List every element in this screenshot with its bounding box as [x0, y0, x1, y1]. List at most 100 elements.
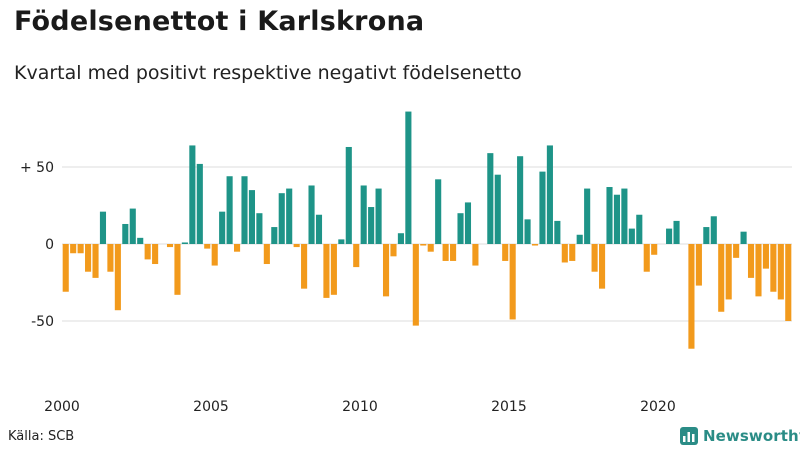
- x-tick-label-4: 2020: [640, 399, 676, 415]
- bar-52: [450, 244, 457, 261]
- bar-0: [62, 244, 69, 292]
- bar-90: [733, 244, 740, 258]
- brand-logo: Newsworthy: [680, 425, 800, 447]
- bar-77: [636, 214, 643, 244]
- bar-36: [330, 244, 337, 295]
- bar-25: [248, 190, 255, 244]
- bar-7: [114, 244, 121, 311]
- bar-15: [174, 244, 181, 295]
- bar-9: [129, 208, 136, 244]
- bar-71: [591, 244, 598, 272]
- bar-53: [457, 213, 464, 244]
- bar-10: [137, 237, 144, 244]
- bar-97: [785, 244, 792, 321]
- x-axis-labels: 2000 2005 2010 2015 2020: [44, 399, 676, 415]
- bar-1: [70, 244, 77, 254]
- bar-38: [345, 146, 352, 244]
- bar-67: [561, 244, 568, 263]
- bar-75: [621, 188, 628, 244]
- bar-24: [241, 176, 248, 244]
- bar-29: [278, 193, 285, 244]
- bar-20: [211, 244, 218, 266]
- bars: [62, 111, 792, 349]
- bar-19: [204, 244, 211, 249]
- bar-14: [166, 244, 174, 248]
- bar-32: [301, 244, 308, 289]
- bar-88: [718, 244, 725, 312]
- bar-50: [435, 179, 442, 244]
- bar-96: [777, 244, 784, 300]
- bar-78: [643, 244, 650, 272]
- bar-89: [725, 244, 732, 300]
- bar-66: [554, 220, 561, 244]
- bar-73: [606, 187, 613, 244]
- bar-64: [539, 171, 546, 244]
- bar-47: [412, 244, 419, 326]
- y-tick-label-2: -50: [31, 314, 54, 330]
- chart-subtitle: Kvartal med positivt respektive negativt…: [14, 62, 522, 84]
- bar-72: [599, 244, 606, 289]
- bar-chart-logo-icon: [680, 427, 698, 445]
- bar-45: [397, 233, 404, 244]
- bar-35: [323, 244, 330, 298]
- bar-84: [688, 244, 695, 349]
- bar-87: [710, 216, 717, 244]
- bar-31: [293, 244, 300, 248]
- y-tick-label-0: + 50: [20, 160, 54, 176]
- bar-33: [308, 185, 315, 244]
- bar-70: [584, 188, 591, 244]
- bar-16: [181, 242, 188, 244]
- y-axis-labels: + 50 0 -50: [20, 160, 54, 330]
- x-tick-label-3: 2015: [491, 399, 527, 415]
- bar-62: [524, 219, 531, 244]
- bar-69: [576, 234, 583, 244]
- x-tick-label-1: 2005: [193, 399, 229, 415]
- bar-65: [546, 145, 553, 244]
- bar-21: [219, 211, 226, 244]
- bar-76: [628, 228, 635, 244]
- chart-title: Födelsenettot i Karlskrona: [14, 6, 425, 37]
- bar-49: [427, 244, 434, 252]
- bar-81: [666, 228, 673, 244]
- x-tick-label-0: 2000: [44, 399, 80, 415]
- bar-51: [442, 244, 449, 261]
- bar-86: [703, 227, 710, 244]
- bar-30: [286, 188, 293, 244]
- bar-27: [263, 244, 270, 265]
- bar-79: [651, 244, 658, 255]
- bar-57: [487, 153, 494, 244]
- bar-94: [762, 244, 769, 269]
- bar-chart: + 50 0 -50 2000 2005 2010 2015 2020: [20, 111, 792, 415]
- bar-58: [494, 174, 501, 244]
- bar-55: [472, 244, 479, 266]
- bar-59: [502, 244, 509, 261]
- bar-60: [509, 244, 516, 320]
- bar-95: [770, 244, 777, 292]
- bar-3: [85, 244, 92, 272]
- bar-5: [99, 211, 107, 244]
- bar-91: [740, 231, 747, 244]
- bar-39: [353, 244, 360, 268]
- bar-12: [152, 244, 159, 265]
- bar-63: [531, 244, 539, 246]
- bar-18: [196, 163, 203, 244]
- bar-74: [613, 194, 620, 244]
- source-note: Källa: SCB: [8, 429, 75, 444]
- bar-4: [92, 244, 99, 278]
- bar-43: [382, 244, 390, 297]
- x-tick-label-2: 2010: [342, 399, 378, 415]
- bar-48: [420, 244, 427, 246]
- bar-34: [315, 214, 323, 244]
- bar-93: [755, 244, 762, 297]
- bar-46: [405, 111, 412, 244]
- bar-40: [360, 185, 367, 244]
- bar-82: [673, 220, 680, 244]
- brand-name: Newsworthy: [703, 427, 800, 445]
- bar-61: [517, 156, 524, 244]
- bar-92: [747, 244, 755, 278]
- bar-2: [77, 244, 84, 254]
- bar-37: [338, 239, 345, 244]
- bar-54: [464, 202, 472, 244]
- bar-8: [122, 223, 129, 244]
- bar-85: [695, 244, 702, 286]
